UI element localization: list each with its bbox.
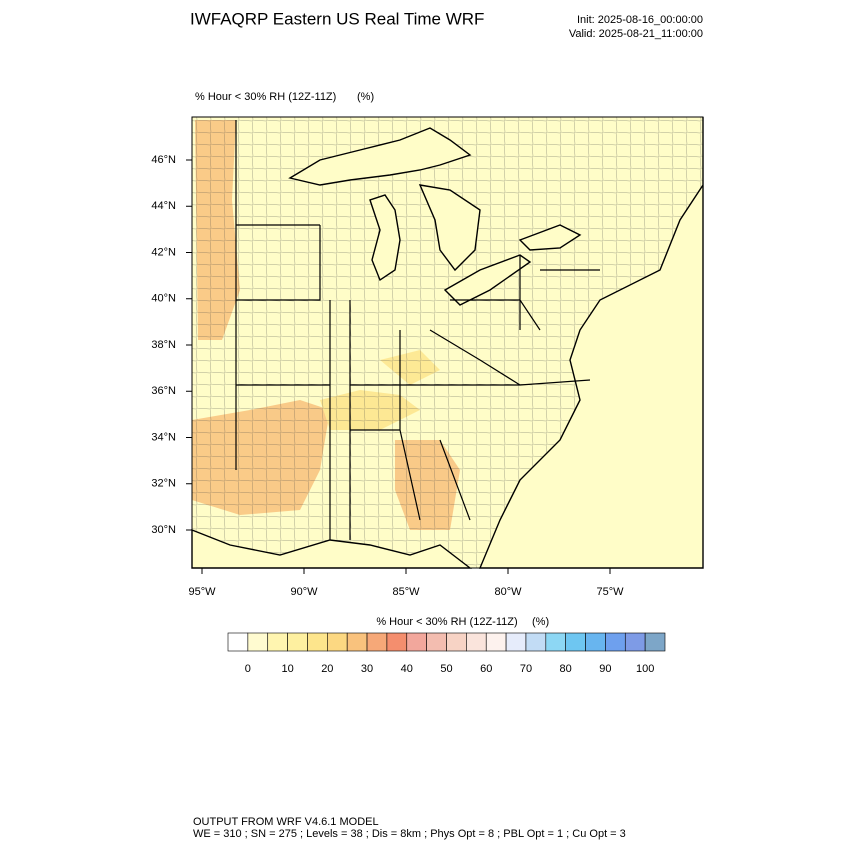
footer-line: OUTPUT FROM WRF V4.6.1 MODEL [193, 816, 379, 828]
colorbar-label: 70 [520, 663, 532, 675]
lon-label: 90°W [290, 586, 318, 598]
valid-time: Valid: 2025-08-21_11:00:00 [569, 28, 703, 40]
colorbar-box [585, 632, 606, 652]
lon-label: 80°W [494, 586, 522, 598]
colorbar-title: % Hour < 30% RH (12Z-11Z) [376, 616, 517, 628]
colorbar-box [386, 632, 408, 652]
lat-label: 46°N [151, 154, 176, 166]
colorbar-box [227, 632, 249, 652]
lon-label: 75°W [596, 586, 624, 598]
lat-label: 42°N [151, 246, 176, 258]
lon-label: 95°W [188, 586, 216, 598]
colorbar-box [644, 632, 666, 652]
footer-line: WE = 310 ; SN = 275 ; Levels = 38 ; Dis … [193, 828, 626, 840]
colorbar-box [247, 632, 269, 652]
colorbar-units: (%) [532, 616, 549, 628]
colorbar-box [624, 632, 646, 652]
lat-label: 44°N [151, 200, 176, 212]
colorbar-label: 80 [560, 663, 572, 675]
colorbar-box [307, 632, 328, 652]
lat-label: 30°N [151, 524, 176, 536]
lat-label: 40°N [151, 293, 176, 305]
colorbar-box [287, 632, 308, 652]
map-frame [191, 116, 704, 569]
colorbar-label: 20 [321, 663, 333, 675]
colorbar-box [446, 632, 467, 652]
colorbar-box [267, 632, 288, 652]
colorbar-box [406, 632, 427, 652]
coastlines [191, 117, 704, 569]
colorbar-label: 40 [401, 663, 413, 675]
lat-label: 34°N [151, 431, 176, 443]
field-label: % Hour < 30% RH (12Z-11Z) [195, 91, 336, 103]
lat-label: 32°N [151, 478, 176, 490]
colorbar-box [366, 632, 388, 652]
field-units: (%) [357, 91, 374, 103]
colorbar-label: 30 [361, 663, 373, 675]
colorbar-label: 100 [636, 663, 654, 675]
lat-label: 38°N [151, 339, 176, 351]
colorbar-box [605, 632, 626, 652]
colorbar-box [545, 632, 566, 652]
colorbar-box [525, 632, 547, 652]
colorbar-label: 50 [440, 663, 452, 675]
lat-label: 36°N [151, 385, 176, 397]
colorbar-box [327, 632, 348, 652]
colorbar-box [426, 632, 447, 652]
map [191, 116, 704, 569]
colorbar-box [466, 632, 487, 652]
title: IWFAQRP Eastern US Real Time WRF [190, 9, 484, 28]
colorbar-label: 60 [480, 663, 492, 675]
colorbar-box [565, 632, 586, 652]
colorbar-label: 0 [245, 663, 251, 675]
colorbar-box [505, 632, 527, 652]
colorbar-box [485, 632, 507, 652]
lon-label: 85°W [392, 586, 420, 598]
state-borders [235, 120, 600, 540]
colorbar-label: 90 [599, 663, 611, 675]
colorbar-box [346, 632, 368, 652]
init-time: Init: 2025-08-16_00:00:00 [577, 14, 703, 26]
colorbar-label: 10 [281, 663, 293, 675]
